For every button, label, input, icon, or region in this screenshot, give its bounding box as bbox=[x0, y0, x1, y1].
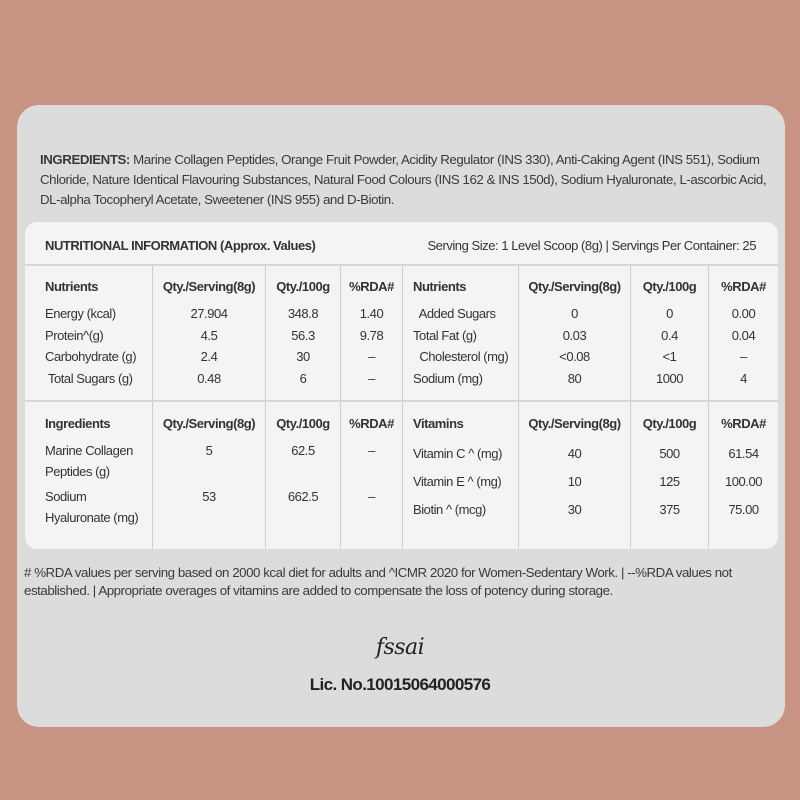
row-label: Carbohydrate (g) bbox=[45, 349, 137, 365]
row-value: 0 bbox=[666, 306, 673, 321]
row-value: 0 bbox=[571, 306, 578, 321]
right-column-3: %RDA# 61.54 100.00 75.00 bbox=[708, 402, 778, 549]
row-value: 662.5 bbox=[287, 489, 319, 504]
row-value: 9.78 bbox=[359, 327, 384, 343]
row-label: Added Sugars bbox=[413, 306, 496, 321]
fssai-logo: fssai bbox=[375, 635, 425, 660]
ingredients-list: Marine Collagen Peptides, Orange Fruit P… bbox=[40, 152, 767, 207]
column-header: Nutrients bbox=[413, 279, 467, 294]
row-value: 40 bbox=[567, 446, 582, 461]
column-header: %RDA# bbox=[721, 279, 766, 294]
right-column-1: Qty./Serving(8g) 0 0.03 <0.08 80 bbox=[518, 266, 630, 400]
row-value: – bbox=[368, 443, 375, 458]
row-value: – bbox=[368, 371, 375, 387]
row-label: Vitamin C ^ (mg) bbox=[413, 446, 502, 461]
row-value: 30 bbox=[567, 502, 582, 517]
column-header: Qty./Serving(8g) bbox=[528, 416, 621, 431]
row-value: 4 bbox=[740, 371, 747, 387]
row-value: 53 bbox=[202, 489, 216, 504]
row-label: Energy (kcal) bbox=[45, 306, 116, 321]
column-header: %RDA# bbox=[721, 416, 766, 431]
left-column-2: Qty./100g 348.8 56.3 30 6 bbox=[265, 266, 340, 400]
left-column-3: %RDA# 1.40 9.78 – – bbox=[340, 266, 402, 400]
row-label: Sodium Hyaluronate (mg) bbox=[45, 489, 139, 525]
column-header: Qty./Serving(8g) bbox=[162, 416, 256, 431]
nutrition-title: NUTRITIONAL INFORMATION (Approx. Values) bbox=[45, 238, 316, 253]
row-value: 1.40 bbox=[359, 306, 384, 321]
serving-info: Serving Size: 1 Level Scoop (8g) | Servi… bbox=[427, 238, 756, 253]
column-header: %RDA# bbox=[349, 279, 394, 294]
nutrition-table: NUTRITIONAL INFORMATION (Approx. Values)… bbox=[25, 222, 778, 549]
column-header: Qty./Serving(8g) bbox=[162, 279, 256, 294]
right-column-2: Qty./100g 500 125 375 bbox=[630, 402, 708, 549]
row-value: 500 bbox=[659, 446, 680, 461]
column-header: Qty./100g bbox=[642, 416, 697, 431]
row-value: 61.54 bbox=[728, 446, 759, 461]
column-header: Qty./Serving(8g) bbox=[528, 279, 621, 294]
column-header: Qty./100g bbox=[276, 416, 330, 431]
row-value: 62.5 bbox=[291, 443, 315, 458]
right-column-2: Qty./100g 0 0.4 <1 1000 bbox=[630, 266, 708, 400]
footnote: # %RDA values per serving based on 2000 … bbox=[24, 565, 732, 598]
column-header: Ingredients bbox=[45, 416, 111, 431]
row-value: 1000 bbox=[655, 371, 684, 387]
row-value: 80 bbox=[567, 371, 582, 387]
row-value: 5 bbox=[205, 443, 213, 458]
row-value: – bbox=[368, 349, 375, 365]
row-value: – bbox=[368, 489, 375, 504]
row-value: 30 bbox=[296, 349, 310, 365]
left-column-1: Qty./Serving(8g) 27.904 4.5 2.4 0.48 bbox=[152, 266, 265, 400]
row-value: 4.5 bbox=[200, 327, 218, 343]
row-value: 0.4 bbox=[661, 327, 678, 343]
row-value: – bbox=[740, 349, 747, 365]
row-label: Protein^(g) bbox=[45, 327, 104, 343]
ingredients-text: INGREDIENTS: Marine Collagen Peptides, O… bbox=[40, 150, 770, 210]
column-header: Qty./100g bbox=[642, 279, 697, 294]
column-header: Nutrients bbox=[45, 279, 99, 294]
column-header: Vitamins bbox=[413, 416, 464, 431]
row-value: 125 bbox=[659, 474, 680, 489]
row-label: Cholesterol (mg) bbox=[413, 349, 509, 365]
right-column-1: Qty./Serving(8g) 40 10 30 bbox=[518, 402, 630, 549]
row-value: 75.00 bbox=[728, 502, 759, 517]
row-value: 0.04 bbox=[731, 327, 756, 343]
row-value: 0.00 bbox=[731, 306, 756, 321]
right-column-3: %RDA# 0.00 0.04 – 4 bbox=[708, 266, 778, 400]
right-column-0: Nutrients Added Sugars Total Fat (g) Chol… bbox=[402, 266, 518, 400]
left-column-0: Nutrients Energy (kcal) Protein^(g) Carbohy… bbox=[25, 266, 152, 400]
column-header: Qty./100g bbox=[276, 279, 330, 294]
row-value: 2.4 bbox=[200, 349, 218, 365]
row-value: 0.03 bbox=[562, 327, 587, 343]
ingredients-vitamins-section: Ingredients Marine Collagen Peptides (g) S… bbox=[25, 402, 778, 549]
row-value: 100.00 bbox=[724, 474, 763, 489]
row-value: 27.904 bbox=[190, 306, 228, 321]
left-column-1: Qty./Serving(8g) 5 53 bbox=[152, 402, 265, 549]
row-value: 348.8 bbox=[287, 306, 319, 321]
right-column-0: Vitamins Vitamin C ^ (mg) Vitamin E ^ (mg)… bbox=[402, 402, 518, 549]
row-value: 375 bbox=[659, 502, 680, 517]
row-label: Vitamin E ^ (mg) bbox=[413, 474, 502, 489]
row-value: 56.3 bbox=[291, 327, 315, 343]
row-value: 10 bbox=[567, 474, 582, 489]
nutrients-section: Nutrients Energy (kcal) Protein^(g) Carbohy… bbox=[25, 266, 778, 402]
license-number: Lic. No.10015064000576 bbox=[309, 675, 491, 694]
column-header: %RDA# bbox=[349, 416, 394, 431]
left-column-0: Ingredients Marine Collagen Peptides (g) S… bbox=[25, 402, 152, 549]
nutrition-title-bar: NUTRITIONAL INFORMATION (Approx. Values)… bbox=[25, 222, 778, 266]
row-label: Total Fat (g) bbox=[413, 327, 477, 343]
row-value: <1 bbox=[662, 349, 677, 365]
left-column-2: Qty./100g 62.5 662.5 bbox=[265, 402, 340, 549]
row-label: Total Sugars (g) bbox=[45, 371, 133, 387]
row-value: <0.08 bbox=[559, 349, 590, 365]
ingredients-label: INGREDIENTS: bbox=[40, 152, 130, 167]
row-label: Biotin ^ (mcg) bbox=[413, 502, 486, 517]
row-value: 0.48 bbox=[197, 371, 221, 387]
row-label: Marine Collagen Peptides (g) bbox=[45, 443, 133, 479]
row-value: 6 bbox=[299, 371, 307, 387]
row-label: Sodium (mg) bbox=[413, 371, 483, 387]
left-column-3: %RDA# – – bbox=[340, 402, 402, 549]
